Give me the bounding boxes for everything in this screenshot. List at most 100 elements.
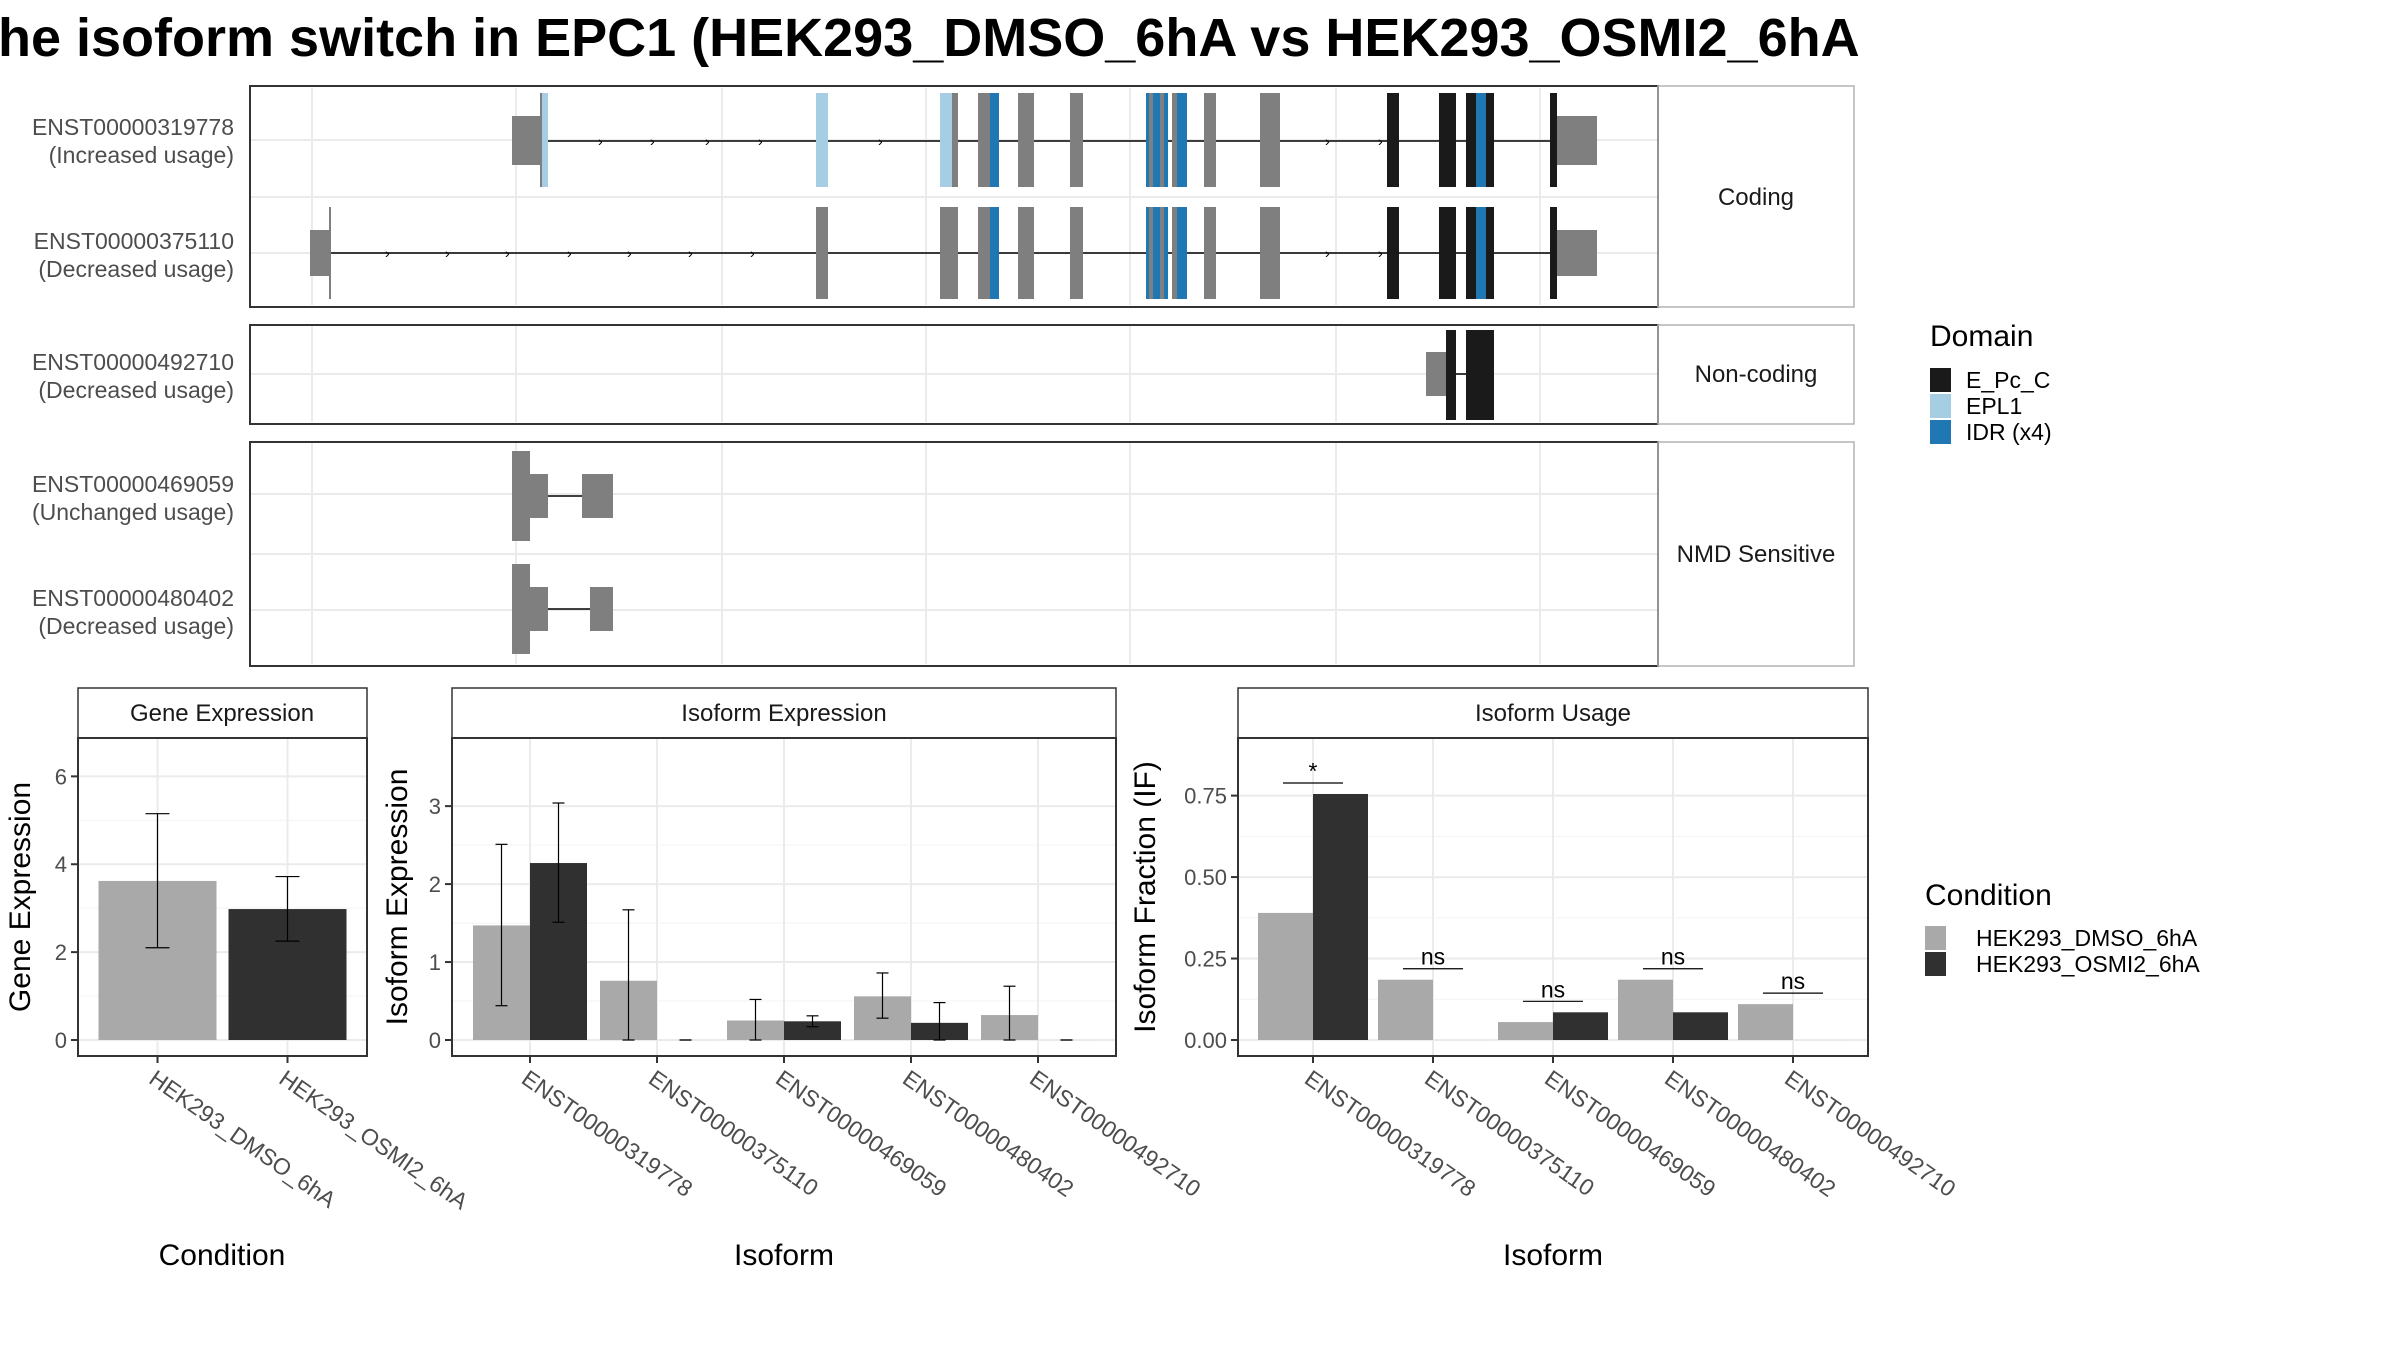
bar	[1378, 979, 1433, 1040]
x-axis-label: Isoform	[1503, 1239, 1603, 1272]
significance-label: ns	[1541, 976, 1565, 1002]
bar	[1313, 793, 1368, 1040]
svg-text:›: ›	[385, 245, 390, 261]
significance-markers: * ns ns ns ns	[1283, 758, 1823, 1002]
transcript-usage: (Decreased usage)	[38, 613, 234, 639]
svg-text:›: ›	[750, 245, 755, 261]
condition-legend: Condition HEK293_DMSO_6hA HEK293_OSMI2_6…	[1925, 879, 2200, 977]
transcript-usage: (Decreased usage)	[38, 256, 234, 282]
y-tick-label: 1	[429, 950, 441, 975]
legend-label: HEK293_OSMI2_6hA	[1976, 951, 2200, 977]
plot-border	[77, 737, 368, 1057]
transcript-track-ENST00000319778: › › › › › › ›	[512, 93, 1597, 187]
x-axis-label: Isoform	[734, 1239, 834, 1272]
panel-title: Isoform Usage	[1475, 700, 1631, 727]
y-tick-label: 2	[429, 872, 441, 897]
bars	[473, 802, 1095, 1041]
bar	[1553, 1012, 1608, 1040]
y-axis-ticks: 0 1 2 3	[429, 794, 452, 1053]
y-tick-label: 0	[429, 1028, 441, 1053]
structure-panel-borders	[249, 85, 1855, 667]
transcript-id: ENST00000480402	[32, 585, 234, 611]
panel-strip	[1237, 687, 1869, 739]
isoform-expression-panel: Isoform Expression 0 1 2 3 ENST00000319778E…	[381, 687, 1206, 1272]
legend-swatch-E_Pc_C	[1930, 368, 1951, 392]
legend-swatch-dmso	[1925, 926, 1946, 950]
facet-label-nmd-sensitive: NMD Sensitive	[1677, 541, 1836, 568]
significance-label: ns	[1661, 944, 1685, 970]
x-axis-ticks: ENST00000319778ENST00000375110ENST000004…	[517, 1056, 1206, 1202]
svg-text:›: ›	[758, 133, 763, 149]
svg-text:›: ›	[598, 133, 603, 149]
svg-text:›: ›	[567, 245, 572, 261]
legend-swatch-osmi2	[1925, 952, 1946, 976]
bars	[1258, 793, 1848, 1041]
legend-label: E_Pc_C	[1966, 367, 2050, 393]
facet-label-non-coding: Non-coding	[1695, 361, 1818, 388]
bar	[784, 1021, 841, 1040]
transcript-track-ENST00000375110: › › › › › › › › ›	[310, 207, 1597, 299]
transcript-usage: (Unchanged usage)	[32, 499, 234, 525]
y-axis-label: Isoform Fraction (IF)	[1129, 761, 1162, 1033]
svg-text:›: ›	[505, 245, 510, 261]
condition-legend-title: Condition	[1925, 879, 2052, 912]
svg-text:›: ›	[1325, 133, 1330, 149]
y-tick-label: 2	[55, 940, 67, 965]
svg-text:›: ›	[1378, 133, 1383, 149]
panel-title: Gene Expression	[130, 700, 314, 727]
bars	[98, 813, 347, 1040]
legend-swatch-IDR	[1930, 420, 1951, 444]
panel-strip	[77, 687, 368, 739]
legend-label: IDR (x4)	[1966, 419, 2052, 445]
svg-text:›: ›	[1378, 245, 1383, 261]
y-tick-label: 0	[55, 1028, 67, 1053]
y-axis-ticks: 0 2 4 6	[55, 764, 78, 1053]
svg-text:›: ›	[705, 133, 710, 149]
transcript-track-ENST00000492710	[1426, 330, 1494, 420]
significance-label: *	[1309, 758, 1318, 784]
y-axis-label: Isoform Expression	[381, 769, 414, 1026]
bar	[1738, 1004, 1793, 1040]
panel-title: Isoform Expression	[681, 700, 886, 727]
structure-panel: › › › › › › › › ›	[32, 85, 1855, 667]
legend-label: HEK293_DMSO_6hA	[1976, 925, 2198, 951]
panel-strip	[451, 687, 1117, 739]
facet-label-coding: Coding	[1718, 184, 1794, 211]
transcript-id: ENST00000492710	[32, 349, 234, 375]
svg-text:›: ›	[627, 245, 632, 261]
figure-title: he isoform switch in EPC1 (HEK293_DMSO_6…	[0, 8, 1860, 68]
transcript-labels: ENST00000319778 (Increased usage) ENST00…	[32, 114, 234, 639]
y-tick-label: 0.25	[1184, 947, 1227, 972]
y-axis-label: Gene Expression	[4, 782, 37, 1012]
svg-text:›: ›	[878, 133, 883, 149]
legend-swatch-EPL1	[1930, 394, 1951, 418]
significance-label: ns	[1421, 944, 1445, 970]
domain-legend-title: Domain	[1930, 320, 2033, 353]
y-tick-label: 6	[55, 764, 67, 789]
x-axis-ticks: ENST00000319778ENST00000375110ENST000004…	[1300, 1056, 1961, 1202]
y-tick-label: 0.75	[1184, 784, 1227, 809]
legend-label: EPL1	[1966, 393, 2022, 419]
transcript-id: ENST00000319778	[32, 114, 234, 140]
transcript-track-ENST00000480402	[512, 564, 613, 654]
bar	[1498, 1022, 1553, 1040]
svg-text:›: ›	[650, 133, 655, 149]
svg-text:›: ›	[688, 245, 693, 261]
y-tick-label: 4	[55, 852, 67, 877]
significance-label: ns	[1781, 968, 1805, 994]
transcript-track-ENST00000469059	[512, 451, 613, 541]
y-tick-label: 3	[429, 794, 441, 819]
facet-strip-labels: Coding Non-coding NMD Sensitive	[1677, 184, 1836, 568]
y-tick-label: 0.00	[1184, 1028, 1227, 1053]
bar	[1258, 912, 1313, 1040]
domain-legend: Domain E_Pc_C EPL1 IDR (x4)	[1930, 320, 2052, 445]
y-axis-ticks: 0.00 0.25 0.50 0.75	[1184, 784, 1238, 1053]
bar	[1673, 1012, 1728, 1040]
transcript-usage: (Increased usage)	[49, 142, 234, 168]
bar	[1618, 979, 1673, 1040]
transcript-id: ENST00000375110	[34, 228, 234, 254]
isoform-usage-panel: Isoform Usage * ns ns ns ns 0.00 0.25 0.50 0.75…	[1129, 687, 1961, 1272]
svg-text:›: ›	[1325, 245, 1330, 261]
